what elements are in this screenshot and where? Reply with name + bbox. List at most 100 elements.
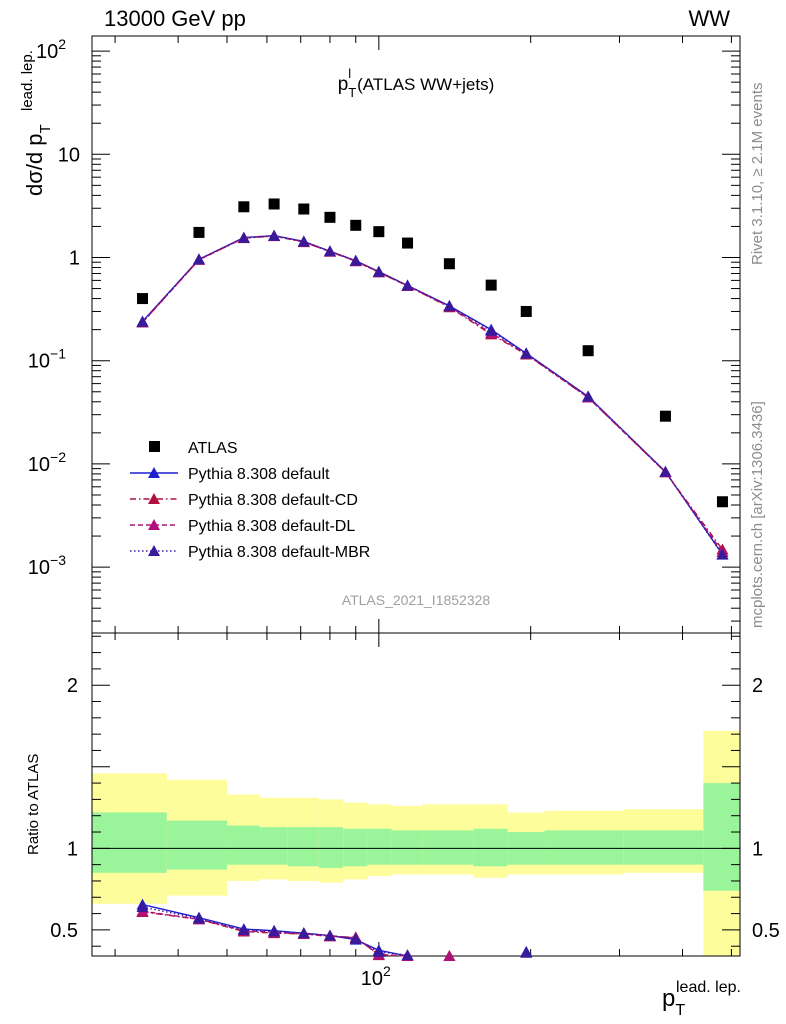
y-tick-label: 10−1 [28,346,66,373]
ratio-point [372,945,385,957]
series-point [323,245,336,257]
ratio-point [237,923,250,935]
ratio-point [192,912,205,924]
band-inner-bin [391,830,423,865]
header-left: 13000 GeV pp [104,6,246,31]
plot-title: pTl (ATLAS WW+jets) [338,66,495,100]
series-atlas [137,198,728,508]
ylabel-main: dσ/d p [22,133,47,196]
series-1 [136,229,729,560]
band-inner-bin [703,783,740,891]
ratio-point [136,901,149,913]
y-tick-label: 102 [36,36,66,63]
data-point [582,345,594,357]
y-axis-label: dσ/d pT lead. lep. [19,50,54,196]
y-tick-label: 10−3 [28,552,66,579]
title-sub: T [348,85,356,100]
svg-text:pT: pT [662,985,685,1019]
legend-marker-cd [148,493,160,504]
ratio-frame [91,632,741,957]
mcplots-label: mcplots.cern.ch [arXiv:1306.3436] [749,401,766,628]
series-point [349,254,362,266]
data-point [373,226,385,238]
band-inner-bin [343,828,368,867]
uncertainty-bands [92,730,740,956]
series-point [372,265,385,277]
data-point [238,201,250,213]
data-point [443,258,455,270]
band-inner-bin [92,812,167,873]
svg-text:dσ/d pT: dσ/d pT [22,124,54,196]
legend: ATLAS Pythia 8.308 default Pythia 8.308 … [130,440,370,561]
title-rest: (ATLAS WW+jets) [357,75,494,94]
legend-marker-dl [148,519,160,530]
series-point [401,279,414,291]
data-point [350,219,362,231]
axis-ticks [92,36,740,956]
ratio-point [520,946,533,958]
legend-label-dl: Pythia 8.308 default-DL [188,518,355,535]
data-point [659,410,671,422]
band-inner-bin [318,827,344,868]
band-inner-bin [422,830,474,865]
rivet-label: Rivet 3.1.10, ≥ 2.1M events [749,83,766,266]
data-point [324,211,336,223]
ratio-y-tick-label-right: 1 [752,838,763,860]
band-inner-bin [166,820,227,870]
data-point [716,496,728,508]
band-inner-bin [287,827,319,867]
analysis-label: ATLAS_2021_I1852328 [342,592,491,608]
data-point [485,279,497,291]
tick-labels: 102 102 10 1 10−1 10−2 10−3 2 2 1 1 0.5 0.5 [28,36,780,990]
band-inner-bin [623,830,704,865]
ratio-y-tick-label-right: 0.5 [752,920,780,942]
series-point [297,235,310,247]
ratio-point [401,949,414,961]
x-tick-label: 102 [361,963,391,990]
ylabel-sup: lead. lep. [19,50,36,111]
data-point [193,226,205,238]
ratio-y-tick-label: 0.5 [50,920,78,942]
series-point [659,465,672,477]
data-point [298,203,310,215]
data-point [137,293,149,305]
series-point [443,300,456,312]
ratio-point [297,927,310,939]
ratio-point [443,950,456,961]
x-axis-label: pT lead. lep. [662,979,741,1019]
legend-label-atlas: ATLAS [188,440,238,457]
ratio-series-0 [136,898,533,961]
series-point [192,253,205,265]
legend-label-default: Pythia 8.308 default [188,466,330,483]
xlabel-sub: T [675,1002,685,1019]
ratio-point [349,932,362,944]
data-point [520,305,532,317]
series-4 [136,229,729,560]
legend-label-mbr: Pythia 8.308 default-MBR [188,544,370,561]
title-p: p [338,74,349,95]
series-line [141,235,724,556]
series-point [268,229,281,241]
series-point [136,315,149,327]
xlabel-sup: lead. lep. [676,979,741,996]
legend-marker-mbr [148,545,160,556]
series-point [485,324,498,336]
header-right: WW [688,6,730,31]
xlabel-main: p [662,985,675,1012]
band-inner-bin [473,828,508,867]
y-tick-label: 10 [58,144,80,166]
band-inner-bin [226,825,260,865]
title-sup: l [348,66,351,81]
band-inner-bin [367,828,392,865]
ratio-line [142,906,408,956]
band-inner-bin [259,827,288,865]
ratio-y-label: Ratio to ATLAS [25,754,42,855]
series-point [237,231,250,243]
ylabel-sub: T [37,124,54,133]
ratio-point [268,925,281,937]
series-layer [136,198,729,961]
ratio-point [323,929,336,941]
y-tick-label: 10−2 [28,449,66,476]
series-point [716,548,729,560]
